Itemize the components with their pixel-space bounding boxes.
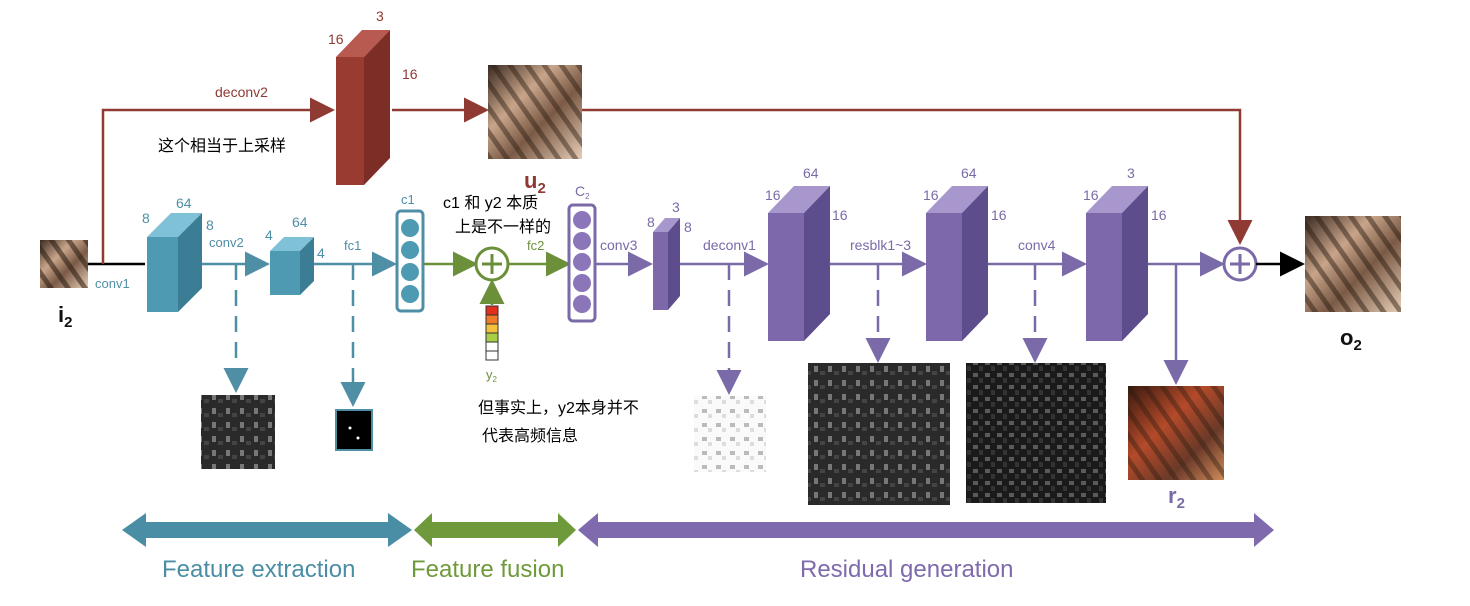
c1-label: c1 <box>401 192 415 207</box>
stage-label-residual-generation: Residual generation <box>800 556 1013 583</box>
p3-dim-right: 16 <box>991 207 1007 223</box>
p4-dim-top: 3 <box>1127 165 1135 181</box>
upsample-note: 这个相当于上采样 <box>158 137 286 155</box>
stage-feature-extraction-arrow <box>122 513 412 547</box>
y2-note-line1: 但事实上，y2本身并不 <box>478 399 639 417</box>
b1-dim-top: 64 <box>176 195 192 211</box>
c2-vector <box>567 203 597 323</box>
r2-label: r2 <box>1168 483 1185 512</box>
conv4-block <box>1086 186 1148 341</box>
u2-label: u2 <box>524 168 546 197</box>
p1-dim-right: 8 <box>684 219 692 235</box>
deconv2-branch-arrow <box>101 97 335 264</box>
fc1-fmap-dot <box>356 436 360 440</box>
p3-dim-top: 64 <box>961 165 977 181</box>
y2-vector-cell <box>485 305 499 316</box>
p2-dim-right: 16 <box>832 207 848 223</box>
c2-label: C2 <box>575 183 590 201</box>
conv3-block <box>653 218 680 310</box>
conv2-block <box>270 237 314 295</box>
fc1-label: fc1 <box>344 238 361 253</box>
deconv2-label: deconv2 <box>215 84 268 100</box>
fusion-add-node <box>474 246 510 282</box>
red-block-dim-right: 16 <box>402 66 418 82</box>
output-add-node <box>1222 246 1258 282</box>
y2-vector-cell <box>485 341 499 352</box>
b2-dim-right: 4 <box>317 245 325 261</box>
y2-note-line2: 代表高频信息 <box>482 427 578 445</box>
o2-label: o2 <box>1340 325 1362 354</box>
y2-vector-cell <box>485 332 499 343</box>
p3-dim-left: 16 <box>923 187 939 203</box>
c1-y2-note-line2: 上是不一样的 <box>455 218 551 236</box>
fc1-fmap-dot <box>348 426 352 430</box>
u2-image <box>488 65 582 159</box>
red-block-dim-left: 16 <box>328 31 344 47</box>
stage-label-feature-fusion: Feature fusion <box>411 556 564 583</box>
conv2-feature-map <box>201 395 275 469</box>
deconv2-output-block <box>336 30 390 185</box>
deconv1-feature-map <box>694 396 766 472</box>
u2-skip-arrow <box>582 108 1253 245</box>
deconv1-label: deconv1 <box>703 237 756 253</box>
p2-dim-top: 64 <box>803 165 819 181</box>
resblk-feature-map <box>808 363 950 505</box>
y2-vector <box>485 305 499 361</box>
fc2-label: fc2 <box>527 238 544 253</box>
conv1-block <box>147 213 202 312</box>
resblk-label: resblk1~3 <box>850 237 911 253</box>
resblk-block <box>926 186 988 341</box>
b1-dim-left: 8 <box>142 210 150 226</box>
stage-residual-generation-arrow <box>578 513 1274 547</box>
y2-vector-cell <box>485 350 499 361</box>
conv4-label: conv4 <box>1018 237 1056 253</box>
b1-dim-right: 8 <box>206 217 214 233</box>
output-image-o2 <box>1305 216 1401 312</box>
input-image-i2 <box>40 240 88 288</box>
conv4-feature-map <box>966 363 1106 503</box>
y2-label: y2 <box>486 367 498 384</box>
p1-dim-left: 8 <box>647 214 655 230</box>
fc1-feature-map <box>335 409 373 451</box>
red-block-dim-top: 3 <box>376 8 384 24</box>
c1-y2-note-line1: c1 和 y2 本质 <box>443 194 538 212</box>
i2-label: i2 <box>58 302 72 331</box>
p4-dim-right: 16 <box>1151 207 1167 223</box>
b2-dim-top: 64 <box>292 214 308 230</box>
stage-feature-fusion-arrow <box>414 513 576 547</box>
y2-vector-cell <box>485 314 499 325</box>
conv2-label: conv2 <box>209 235 244 250</box>
b2-dim-left: 4 <box>265 227 273 243</box>
p2-dim-left: 16 <box>765 187 781 203</box>
p4-dim-left: 16 <box>1083 187 1099 203</box>
deconv1-block <box>768 186 830 341</box>
stage-label-feature-extraction: Feature extraction <box>162 556 355 583</box>
conv3-label: conv3 <box>600 237 638 253</box>
r2-image <box>1128 386 1224 480</box>
c1-vector <box>395 209 425 313</box>
p1-dim-top: 3 <box>672 199 680 215</box>
conv1-label: conv1 <box>95 276 130 291</box>
y2-vector-cell <box>485 323 499 334</box>
